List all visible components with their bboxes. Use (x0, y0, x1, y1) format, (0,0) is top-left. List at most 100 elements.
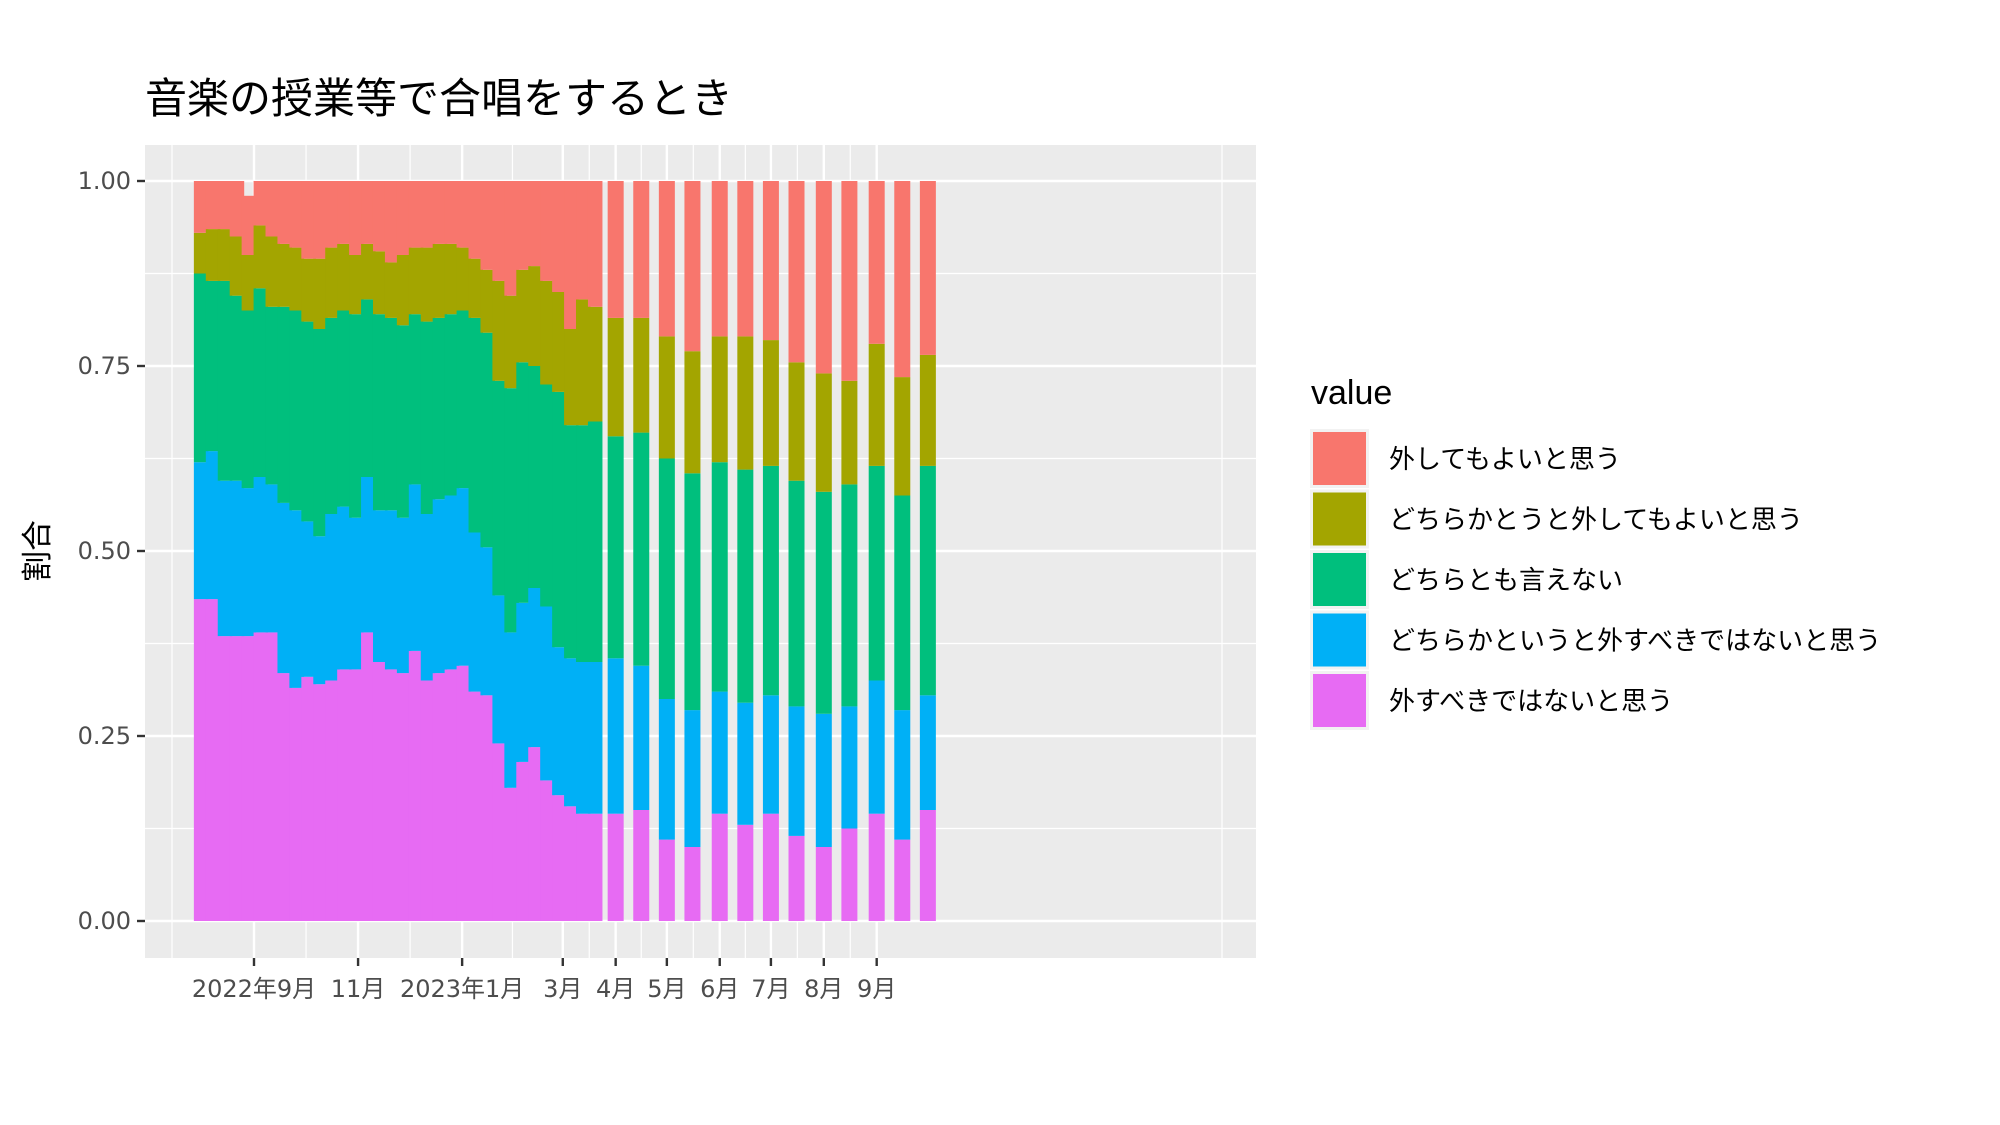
bar-segment (205, 451, 221, 600)
bar-segment (229, 480, 245, 637)
legend-swatch (1313, 613, 1366, 667)
bar-segment (253, 477, 269, 633)
bar-segment (372, 510, 388, 662)
bar-segment (468, 317, 484, 533)
bar-segment (313, 684, 328, 921)
bar-segment (868, 343, 885, 466)
bar-segment (337, 669, 352, 921)
bar-segment (396, 517, 412, 674)
bar-segment (894, 181, 911, 378)
bar-segment (711, 462, 728, 692)
bar-segment (301, 676, 316, 921)
bar-segment (384, 262, 400, 318)
bar-segment (289, 247, 304, 311)
bar-segment (841, 484, 858, 707)
bar-segment (241, 488, 257, 637)
x-tick-label: 2022年9月 (192, 975, 316, 1003)
bar-segment (468, 532, 484, 692)
bar-segment (396, 673, 412, 921)
bar-segment (711, 181, 728, 337)
bar-segment (372, 251, 388, 315)
bar-segment (737, 824, 754, 921)
bar-segment (788, 362, 805, 481)
legend-title: value (1311, 374, 1392, 412)
bar-segment (633, 181, 650, 318)
legend-item: どちらかというと外すべきではないと思う (1310, 610, 1881, 670)
bar-segment (265, 181, 281, 237)
bar-segment (349, 181, 364, 255)
bar-segment (919, 810, 936, 921)
bar-segment (265, 306, 281, 485)
bar-segment (277, 306, 292, 503)
bar-segment (325, 247, 340, 318)
bar-segment (540, 780, 555, 921)
bar-segment (349, 517, 364, 670)
bar-segment (313, 181, 328, 259)
bar-segment (711, 691, 728, 814)
legend-swatch (1313, 674, 1366, 727)
bar-segment (684, 847, 701, 921)
legend-item: 外してもよいと思う (1310, 429, 1621, 488)
bar-segment (516, 269, 531, 363)
bar-segment (361, 632, 376, 921)
bar-segment (444, 181, 460, 244)
bar-segment (420, 181, 436, 248)
legend: 外してもよいと思うどちらかとうと外してもよいと思うどちらとも言えないどちらかとい… (1310, 429, 1881, 730)
bar-segment (633, 665, 650, 810)
bar-segment (277, 181, 292, 244)
bar-segment (229, 295, 245, 481)
bar-segment (552, 391, 567, 648)
bar-segment (217, 280, 233, 481)
bar-segment (528, 266, 543, 366)
bar-segment (788, 706, 805, 836)
x-tick-label: 3月 (543, 975, 582, 1003)
bar-segment (552, 181, 567, 292)
legend-item: どちらとも言えない (1310, 550, 1623, 609)
bar-segment (384, 181, 400, 263)
bar-segment (480, 695, 495, 921)
bar-segment (762, 695, 779, 814)
bar-segment (301, 181, 316, 259)
bar-segment (564, 329, 579, 426)
bar-segment (408, 650, 424, 921)
bar-segment (432, 499, 448, 674)
bar-segment (841, 380, 858, 485)
bar-segment (432, 181, 448, 244)
bar-segment (384, 317, 400, 511)
bar-segment (361, 243, 376, 300)
bar-segment (868, 181, 885, 344)
bar-segment (868, 813, 885, 921)
legend-label: どちらとも言えない (1389, 566, 1623, 596)
bar-segment (349, 255, 364, 315)
bar-segment (301, 521, 316, 677)
bar-segment (265, 632, 281, 921)
bar-segment (480, 269, 495, 333)
y-tick-label: 0.75 (78, 352, 131, 380)
bar-segment (408, 484, 424, 651)
bar-segment (607, 317, 624, 437)
bar-segment (528, 588, 543, 748)
bar-segment (737, 181, 754, 337)
bar-segment (361, 477, 376, 633)
bar-segment (528, 181, 543, 267)
bar-segment (456, 665, 472, 921)
bar-segment (361, 181, 376, 244)
bar-segment (684, 710, 701, 847)
bar-segment (762, 340, 779, 466)
legend-label: 外すべきではないと思う (1389, 687, 1673, 717)
legend-item: 外すべきではないと思う (1310, 671, 1673, 730)
bar-segment (289, 510, 304, 688)
bar-segment (456, 488, 472, 666)
bar-segment (396, 181, 412, 255)
bar-segment (408, 314, 424, 485)
bar-segment (894, 839, 911, 921)
bar-segment (788, 480, 805, 707)
legend-swatch (1313, 432, 1366, 485)
bar-segment (241, 310, 257, 489)
bar-segment (492, 181, 507, 281)
bar-segment (564, 806, 579, 921)
bar-segment (516, 602, 531, 762)
bar-segment (516, 362, 531, 603)
bar-segment (420, 680, 436, 921)
bar-segment (193, 181, 209, 233)
